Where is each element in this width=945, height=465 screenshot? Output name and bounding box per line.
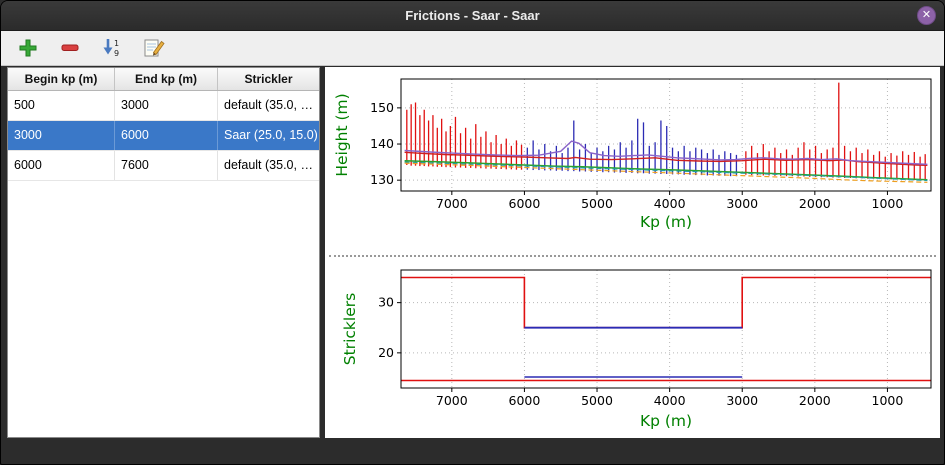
column-header-strickler[interactable]: Strickler <box>244 72 293 86</box>
x-axis-label: Kp (m) <box>640 213 692 231</box>
y-axis-label: Stricklers <box>341 293 359 365</box>
table-row-2[interactable]: 6000 7600 default (35.0, … <box>8 151 319 181</box>
close-button[interactable]: ✕ <box>917 6 936 25</box>
charts-panel: 7000 6000 5000 4000 3000 2000 1000 130 140 150 Kp … <box>325 67 940 438</box>
x-tick-label: 4000 <box>654 196 686 211</box>
minus-icon <box>59 37 81 59</box>
x-tick-label: 6000 <box>509 393 541 408</box>
y-tick-label: 130 <box>370 172 394 187</box>
axes-frame <box>400 269 932 389</box>
edit-button[interactable] <box>141 35 167 61</box>
x-tick-label: 1000 <box>872 393 904 408</box>
x-tick-label: 7000 <box>436 196 468 211</box>
bed-orange-dashed <box>404 162 928 183</box>
add-zone-button[interactable] <box>15 35 41 61</box>
table-row-0[interactable]: 500 3000 default (35.0, … <box>8 91 319 121</box>
frictions-table: Begin kp (m) End kp (m) Strickler 500 300… <box>7 67 320 438</box>
table-body: 500 3000 default (35.0, … 3000 6000 Saar (25.… <box>8 91 319 181</box>
chart-splitter[interactable] <box>329 255 936 259</box>
toolbar: 1 9 <box>1 31 944 66</box>
table-cell: 500 <box>8 91 115 120</box>
level-purple <box>404 140 928 165</box>
edit-icon <box>143 37 165 59</box>
x-axis-label: Kp (m) <box>640 412 692 430</box>
x-tick-label: 4000 <box>654 393 686 408</box>
table-cell: default (35.0, … <box>224 158 313 172</box>
x-tick-label: 7000 <box>436 393 468 408</box>
table-cell: 3000 <box>115 91 218 120</box>
x-tick-label: 6000 <box>509 196 541 211</box>
x-tick-label: 5000 <box>581 196 613 211</box>
sort-digit-9: 9 <box>114 49 119 58</box>
y-tick-label: 30 <box>378 295 394 310</box>
x-tick-label: 3000 <box>726 393 758 408</box>
plus-icon <box>17 37 39 59</box>
table-row-1[interactable]: 3000 6000 Saar (25.0, 15.0) <box>8 121 319 151</box>
stricklers-chart: 7000 6000 5000 4000 3000 2000 1000 20 30 Kp (m) St… <box>325 260 940 440</box>
x-tick-label: 3000 <box>726 196 758 211</box>
table-cell: Saar (25.0, 15.0) <box>224 128 318 142</box>
table-cell: 6000 <box>8 151 115 180</box>
close-icon: ✕ <box>921 9 932 21</box>
axes-frame <box>400 78 932 192</box>
table-cell: default (35.0, … <box>224 98 313 112</box>
titlebar[interactable]: Frictions - Saar - Saar ✕ <box>1 1 944 31</box>
y-tick-label: 150 <box>370 100 394 115</box>
table-cell: 3000 <box>8 121 115 150</box>
remove-zone-button[interactable] <box>57 35 83 61</box>
window-title: Frictions - Saar - Saar <box>405 8 540 23</box>
column-header-end-kp[interactable]: End kp (m) <box>115 68 218 90</box>
x-tick-label: 2000 <box>799 196 831 211</box>
x-tick-label: 2000 <box>799 393 831 408</box>
y-axis-label: Height (m) <box>333 93 351 176</box>
sort-numeric-icon: 1 9 <box>101 37 123 59</box>
sort-button[interactable]: 1 9 <box>99 35 125 61</box>
table-header: Begin kp (m) End kp (m) Strickler <box>8 68 319 91</box>
bed-green <box>404 159 928 181</box>
table-cell: 7600 <box>115 151 218 180</box>
y-tick-label: 20 <box>378 345 394 360</box>
column-header-begin-kp[interactable]: Begin kp (m) <box>8 68 115 90</box>
y-tick-label: 140 <box>370 136 394 151</box>
x-tick-label: 1000 <box>872 196 904 211</box>
x-tick-label: 5000 <box>581 393 613 408</box>
bed-teal-dashed <box>404 161 928 182</box>
table-cell: 6000 <box>115 121 218 150</box>
sort-digit-1: 1 <box>114 39 119 48</box>
height-profile-chart: 7000 6000 5000 4000 3000 2000 1000 130 140 150 Kp … <box>325 67 940 254</box>
